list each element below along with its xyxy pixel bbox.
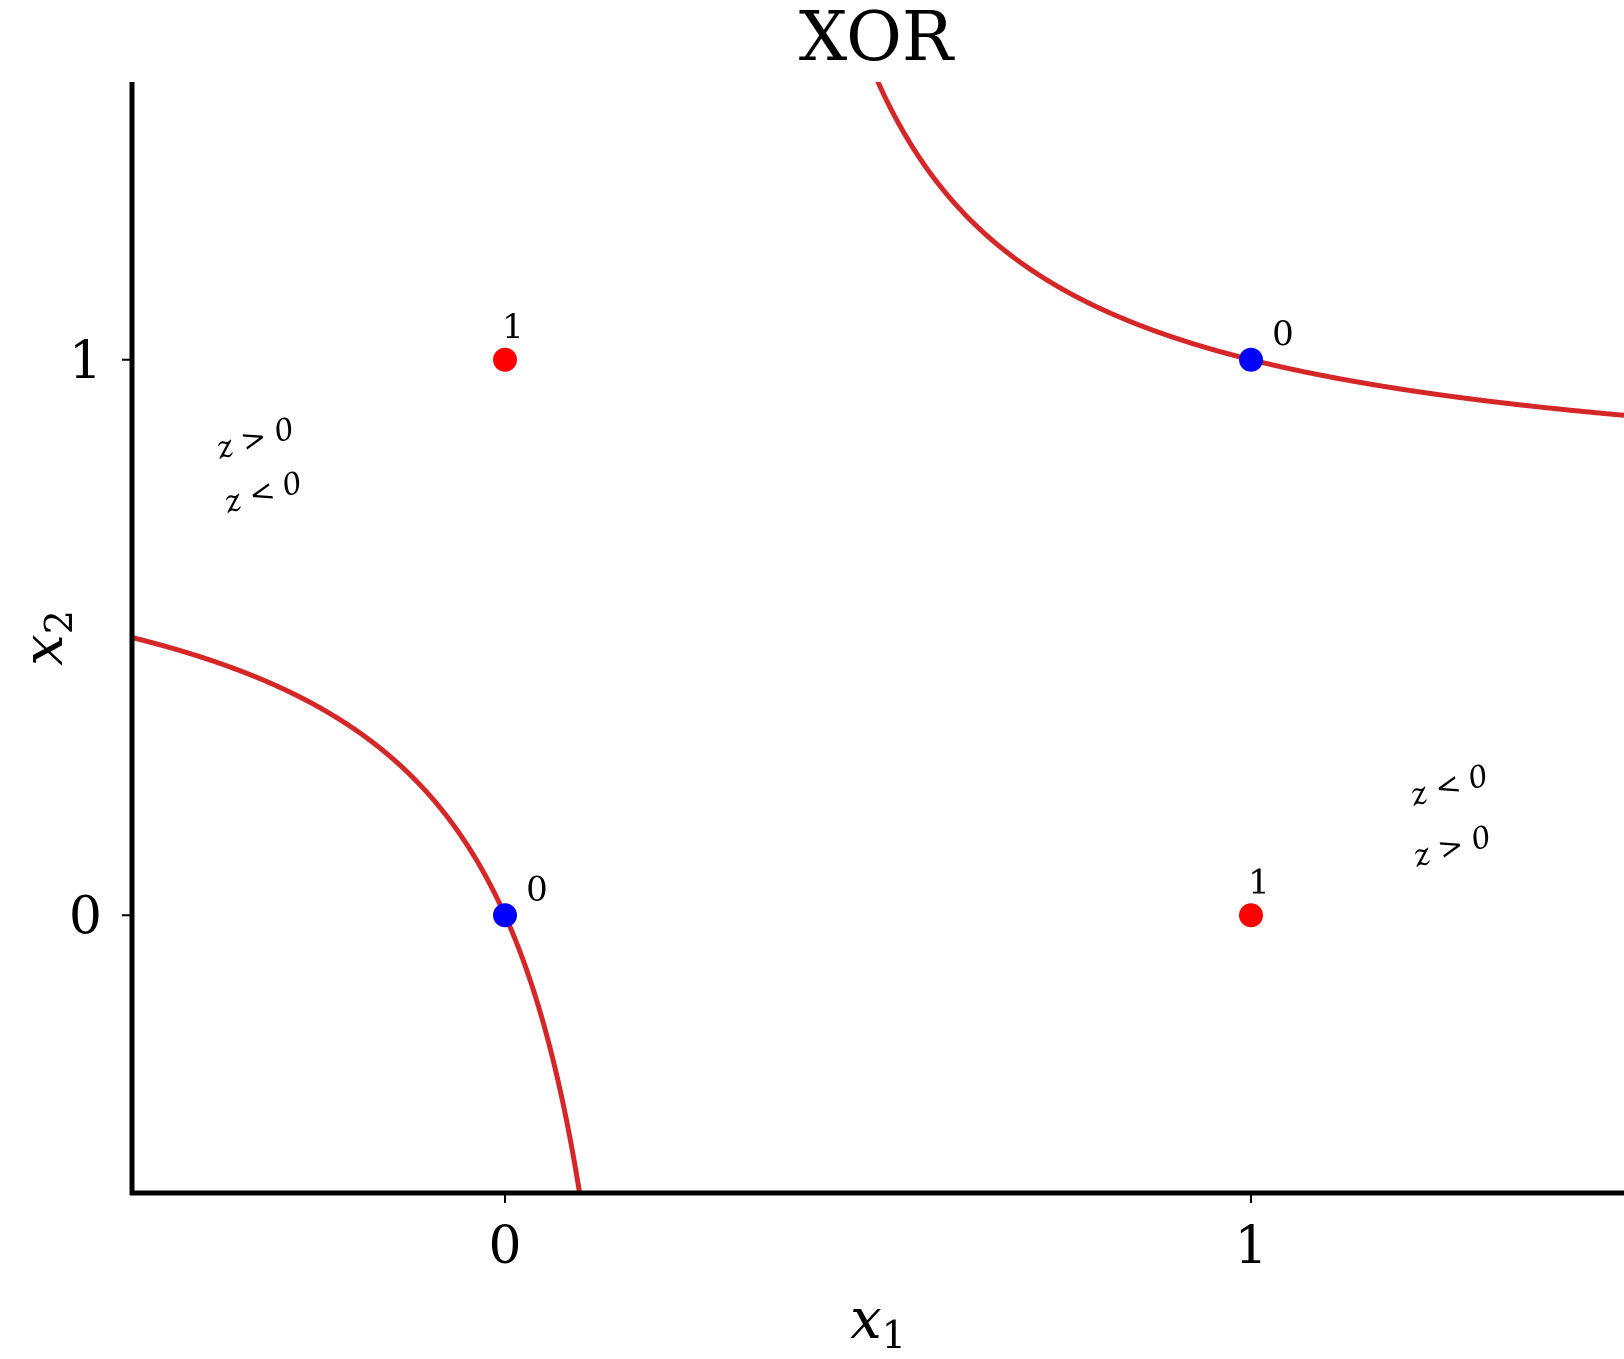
data-point	[1239, 903, 1263, 928]
data-points	[493, 347, 1263, 928]
data-point	[493, 903, 517, 928]
x-tick-label: 0	[488, 1216, 521, 1276]
point-label: 1	[1248, 862, 1270, 902]
point-label: 1	[502, 307, 524, 347]
region-label: z > 0	[1409, 819, 1496, 875]
region-label: z < 0	[1406, 758, 1493, 814]
region-label: z < 0	[220, 465, 307, 521]
point-label: 0	[1272, 314, 1294, 354]
x-tick-label: 1	[1234, 1216, 1267, 1276]
y-axis-label: x2	[11, 610, 81, 666]
point-label: 0	[526, 869, 548, 909]
y-tick-label: 1	[69, 331, 102, 391]
y-tick-label: 0	[69, 886, 102, 946]
x-axis-label: x1	[850, 1287, 906, 1354]
chart-title: XOR	[799, 0, 955, 77]
decision-boundary	[132, 82, 1624, 1193]
axes: 0 1 0 1 x1 x2	[11, 82, 1624, 1357]
region-label: z > 0	[212, 411, 299, 467]
data-point	[493, 347, 517, 372]
boundary-upper-left	[132, 635, 583, 1193]
data-point	[1239, 347, 1263, 372]
